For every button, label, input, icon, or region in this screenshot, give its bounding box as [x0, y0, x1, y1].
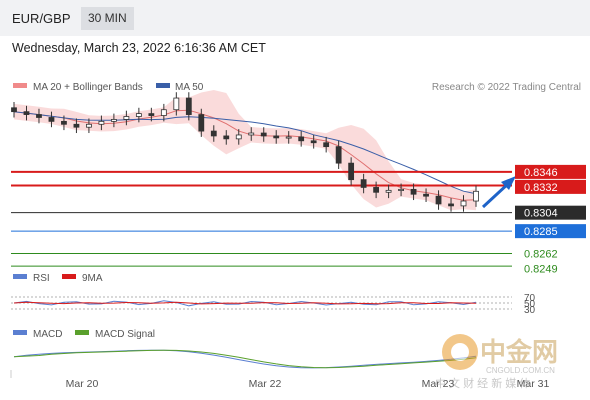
- timestamp: Wednesday, March 23, 2022 6:16:36 AM CET: [12, 41, 266, 55]
- candle-body: [248, 132, 255, 136]
- candle-body: [173, 97, 180, 111]
- legend-rsi: RSI: [33, 273, 50, 284]
- watermark-logo-inner: [451, 343, 469, 361]
- watermark: 中金网 CNGOLD.COM.CN 中 文 财 经 新 媒 体: [435, 334, 558, 390]
- rsi-level-30: 30: [524, 305, 536, 316]
- candle-body: [285, 136, 292, 139]
- legend-swatch-bollinger: [13, 83, 27, 88]
- candle-body: [148, 113, 155, 116]
- watermark-name: 中金网: [480, 337, 558, 367]
- legend-9ma: 9MA: [82, 273, 103, 284]
- macd-panel: [13, 349, 477, 369]
- bollinger-band: [13, 90, 477, 211]
- candle-body: [410, 188, 417, 195]
- price-tag-3: 0.8285: [524, 226, 558, 238]
- chart-header: EUR/GBP 30 MIN: [0, 0, 590, 36]
- watermark-url: CNGOLD.COM.CN: [486, 366, 555, 375]
- candle-body: [110, 119, 117, 122]
- legend-macd-signal: MACD Signal: [95, 329, 155, 340]
- candle-body: [423, 193, 429, 197]
- candle-body: [73, 123, 80, 128]
- candle-body: [23, 111, 30, 115]
- price-tag-4: 0.8262: [524, 248, 558, 260]
- candle-body: [11, 107, 17, 113]
- candle-body: [260, 132, 267, 137]
- price-tag-bg-3: [515, 224, 586, 239]
- legend-ma50: MA 50: [175, 82, 204, 93]
- candle-body: [273, 135, 280, 139]
- candle-body: [210, 130, 217, 137]
- bollinger-band-fill: [14, 90, 476, 211]
- candle-body: [223, 135, 230, 140]
- price-tag-1: 0.8332: [524, 182, 558, 194]
- legend-swatch-9ma: [62, 274, 76, 279]
- x-tick-mar23: Mar 23: [422, 378, 455, 390]
- chart-panel: [0, 36, 590, 400]
- rsi-level-50: 50: [524, 299, 536, 310]
- timeframe-button[interactable]: 30 MIN: [81, 7, 134, 30]
- candle-body: [473, 190, 479, 202]
- candle-body: [235, 134, 242, 140]
- candle-body: [48, 117, 55, 122]
- legend-swatch-macd: [13, 330, 27, 335]
- candle-body: [323, 142, 330, 148]
- ma50-path: [13, 111, 477, 195]
- ma50-line: [13, 111, 477, 195]
- candle-body: [360, 179, 367, 188]
- price-levels: [11, 170, 512, 267]
- forecast-arrow: [481, 176, 516, 209]
- legend-swatch-ma50: [156, 83, 170, 88]
- candle-body: [160, 109, 167, 116]
- candle-body: [198, 114, 205, 132]
- price-tag-bg-1: [515, 179, 586, 194]
- candle-body: [135, 113, 142, 117]
- price-tag-bg-0: [515, 164, 586, 179]
- x-tick-mar31: Mar 31: [517, 378, 550, 390]
- watermark-tagline: 中 文 财 经 新 媒 体: [435, 376, 530, 390]
- legend-macd: MACD: [33, 329, 62, 340]
- candle-body: [448, 203, 454, 207]
- candle-body: [86, 123, 92, 128]
- candles: [11, 92, 479, 212]
- candle-body: [123, 116, 130, 120]
- candle-body: [185, 97, 192, 115]
- candle-body: [36, 114, 42, 118]
- legend-swatch-rsi: [13, 274, 27, 279]
- candle-body: [435, 195, 442, 205]
- price-tags: 0.8346 0.8332 0.8304 0.8285 0.8262 0.8249: [515, 164, 586, 275]
- candle-body: [298, 136, 305, 142]
- macd-signal-line: [13, 349, 477, 369]
- pair-title: EUR/GBP: [12, 11, 71, 26]
- price-tag-0: 0.8346: [524, 167, 558, 179]
- candle-body: [335, 146, 342, 164]
- ma20-line: [13, 109, 477, 201]
- rsi-line: [13, 300, 477, 307]
- price-tag-bg-2: [515, 205, 586, 220]
- candle-body: [373, 187, 380, 193]
- candle-body: [61, 120, 67, 125]
- candle-body: [310, 140, 317, 144]
- candle-body: [460, 200, 467, 207]
- price-tag-2: 0.8304: [524, 208, 558, 220]
- candle-body: [398, 188, 404, 191]
- credit-text: Research © 2022 Trading Central: [432, 82, 581, 93]
- rsi-9ma-line: [13, 301, 477, 305]
- rsi-level-70: 70: [524, 293, 536, 304]
- candle-body: [348, 162, 355, 181]
- candle-body: [98, 120, 105, 125]
- price-tag-5: 0.8249: [524, 263, 558, 275]
- x-tick-mar22: Mar 22: [249, 378, 282, 390]
- x-tick-mar20: Mar 20: [66, 378, 99, 390]
- legend-swatch-macd-signal: [75, 330, 89, 335]
- candle-body: [385, 189, 392, 193]
- legend-bollinger: MA 20 + Bollinger Bands: [33, 82, 143, 93]
